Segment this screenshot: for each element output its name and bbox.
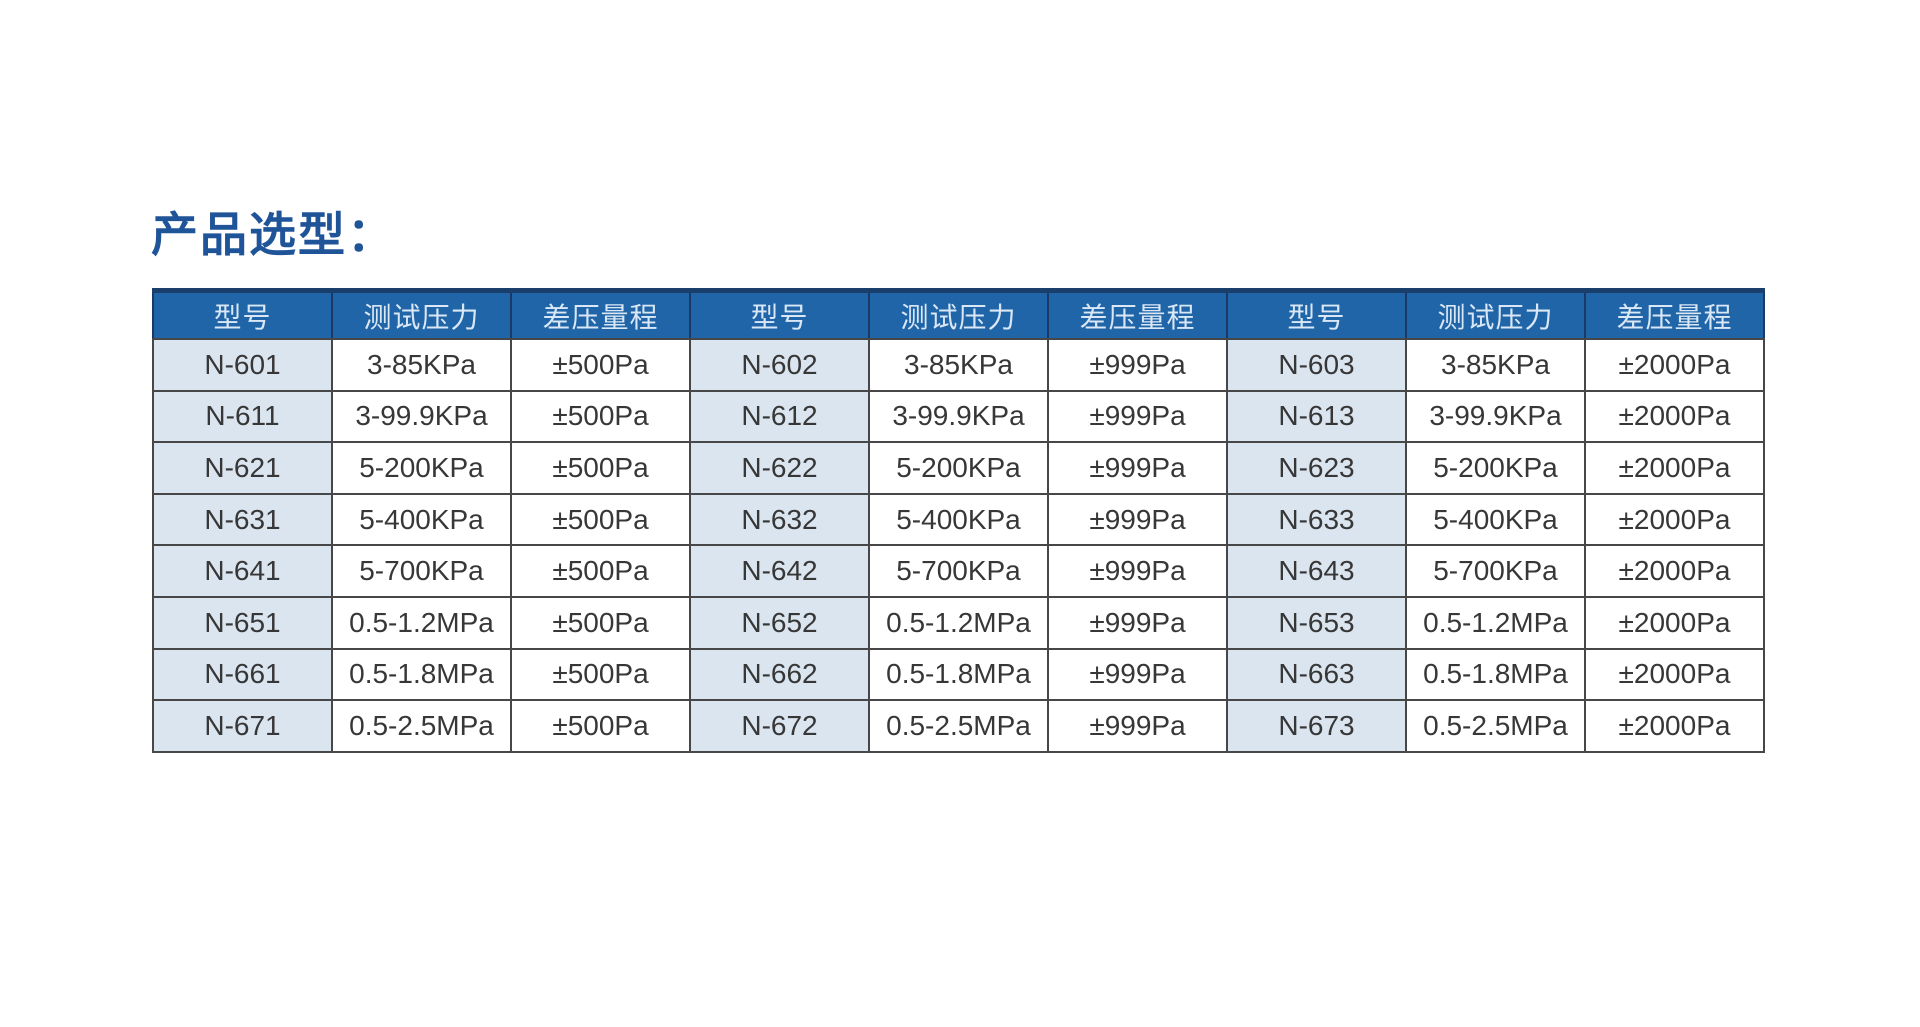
test-pressure-cell: 3-99.9KPa — [331, 389, 512, 444]
test-pressure-cell: 5-700KPa — [331, 544, 512, 598]
product-selection-table: 型号 测试压力 差压量程 型号 测试压力 差压量程 型号 测试压力 差压量程 N-601 3-85… — [152, 288, 1765, 753]
test-pressure-cell: 0.5-2.5MPa — [1405, 699, 1586, 753]
test-pressure-cell: 0.5-1.8MPa — [1405, 647, 1586, 702]
model-cell: N-673 — [1226, 699, 1407, 753]
table-body: N-601 3-85KPa ±500Pa N-602 3-85KPa ±999Pa N-60… — [152, 338, 1765, 753]
model-cell: N-642 — [689, 544, 870, 598]
model-cell: N-611 — [152, 389, 333, 444]
test-pressure-cell: 3-99.9KPa — [868, 389, 1049, 444]
model-cell: N-612 — [689, 389, 870, 444]
table-row: N-611 3-99.9KPa ±500Pa N-612 3-99.9KPa ±999Pa… — [152, 389, 1765, 444]
diff-pressure-range-cell: ±500Pa — [510, 595, 691, 650]
diff-pressure-range-cell: ±500Pa — [510, 647, 691, 702]
diff-pressure-range-cell: ±999Pa — [1047, 647, 1228, 702]
model-cell: N-622 — [689, 441, 870, 495]
diff-pressure-range-cell: ±2000Pa — [1584, 544, 1765, 598]
model-cell: N-601 — [152, 338, 333, 392]
diff-pressure-range-cell: ±2000Pa — [1584, 699, 1765, 753]
model-cell: N-632 — [689, 492, 870, 547]
table-row: N-601 3-85KPa ±500Pa N-602 3-85KPa ±999Pa N-60… — [152, 338, 1765, 392]
table-header: 型号 测试压力 差压量程 型号 测试压力 差压量程 型号 测试压力 差压量程 — [152, 288, 1765, 340]
test-pressure-cell: 0.5-2.5MPa — [868, 699, 1049, 753]
test-pressure-cell: 5-400KPa — [1405, 492, 1586, 547]
test-pressure-cell: 3-85KPa — [1405, 338, 1586, 392]
diff-pressure-range-cell: ±500Pa — [510, 441, 691, 495]
column-header-diff-pressure-range: 差压量程 — [1047, 288, 1228, 340]
test-pressure-cell: 3-85KPa — [331, 338, 512, 392]
column-header-diff-pressure-range: 差压量程 — [1584, 288, 1765, 340]
model-cell: N-643 — [1226, 544, 1407, 598]
diff-pressure-range-cell: ±500Pa — [510, 389, 691, 444]
model-cell: N-621 — [152, 441, 333, 495]
header-row: 型号 测试压力 差压量程 型号 测试压力 差压量程 型号 测试压力 差压量程 — [152, 288, 1765, 340]
column-header-test-pressure: 测试压力 — [1405, 288, 1586, 340]
test-pressure-cell: 0.5-1.8MPa — [868, 647, 1049, 702]
model-cell: N-651 — [152, 595, 333, 650]
test-pressure-cell: 5-400KPa — [331, 492, 512, 547]
model-cell: N-672 — [689, 699, 870, 753]
table-row: N-641 5-700KPa ±500Pa N-642 5-700KPa ±999Pa N-… — [152, 544, 1765, 598]
diff-pressure-range-cell: ±2000Pa — [1584, 338, 1765, 392]
model-cell: N-662 — [689, 647, 870, 702]
diff-pressure-range-cell: ±999Pa — [1047, 492, 1228, 547]
diff-pressure-range-cell: ±999Pa — [1047, 441, 1228, 495]
test-pressure-cell: 5-200KPa — [331, 441, 512, 495]
diff-pressure-range-cell: ±2000Pa — [1584, 441, 1765, 495]
test-pressure-cell: 0.5-1.2MPa — [1405, 595, 1586, 650]
test-pressure-cell: 0.5-1.8MPa — [331, 647, 512, 702]
column-header-model: 型号 — [1226, 288, 1407, 340]
diff-pressure-range-cell: ±999Pa — [1047, 699, 1228, 753]
model-cell: N-652 — [689, 595, 870, 650]
column-header-model: 型号 — [152, 288, 333, 340]
model-cell: N-603 — [1226, 338, 1407, 392]
diff-pressure-range-cell: ±500Pa — [510, 699, 691, 753]
test-pressure-cell: 5-700KPa — [1405, 544, 1586, 598]
table-row: N-661 0.5-1.8MPa ±500Pa N-662 0.5-1.8MPa ±999… — [152, 647, 1765, 702]
diff-pressure-range-cell: ±500Pa — [510, 544, 691, 598]
diff-pressure-range-cell: ±2000Pa — [1584, 647, 1765, 702]
test-pressure-cell: 3-99.9KPa — [1405, 389, 1586, 444]
model-cell: N-633 — [1226, 492, 1407, 547]
diff-pressure-range-cell: ±500Pa — [510, 492, 691, 547]
test-pressure-cell: 5-200KPa — [868, 441, 1049, 495]
diff-pressure-range-cell: ±2000Pa — [1584, 492, 1765, 547]
model-cell: N-641 — [152, 544, 333, 598]
diff-pressure-range-cell: ±999Pa — [1047, 595, 1228, 650]
diff-pressure-range-cell: ±999Pa — [1047, 338, 1228, 392]
diff-pressure-range-cell: ±500Pa — [510, 338, 691, 392]
test-pressure-cell: 5-700KPa — [868, 544, 1049, 598]
model-cell: N-661 — [152, 647, 333, 702]
test-pressure-cell: 3-85KPa — [868, 338, 1049, 392]
table-row: N-651 0.5-1.2MPa ±500Pa N-652 0.5-1.2MPa ±999… — [152, 595, 1765, 650]
test-pressure-cell: 5-200KPa — [1405, 441, 1586, 495]
model-cell: N-663 — [1226, 647, 1407, 702]
column-header-model: 型号 — [689, 288, 870, 340]
test-pressure-cell: 5-400KPa — [868, 492, 1049, 547]
table-row: N-671 0.5-2.5MPa ±500Pa N-672 0.5-2.5MPa ±999… — [152, 699, 1765, 753]
diff-pressure-range-cell: ±2000Pa — [1584, 595, 1765, 650]
table-row: N-621 5-200KPa ±500Pa N-622 5-200KPa ±999Pa N-… — [152, 441, 1765, 495]
column-header-diff-pressure-range: 差压量程 — [510, 288, 691, 340]
diff-pressure-range-cell: ±2000Pa — [1584, 389, 1765, 444]
model-cell: N-631 — [152, 492, 333, 547]
model-cell: N-653 — [1226, 595, 1407, 650]
page-title: 产品选型： — [151, 208, 396, 261]
column-header-test-pressure: 测试压力 — [331, 288, 512, 340]
diff-pressure-range-cell: ±999Pa — [1047, 544, 1228, 598]
model-cell: N-602 — [689, 338, 870, 392]
test-pressure-cell: 0.5-1.2MPa — [331, 595, 512, 650]
model-cell: N-613 — [1226, 389, 1407, 444]
model-cell: N-623 — [1226, 441, 1407, 495]
test-pressure-cell: 0.5-1.2MPa — [868, 595, 1049, 650]
model-cell: N-671 — [152, 699, 333, 753]
table-row: N-631 5-400KPa ±500Pa N-632 5-400KPa ±999Pa N-… — [152, 492, 1765, 547]
column-header-test-pressure: 测试压力 — [868, 288, 1049, 340]
test-pressure-cell: 0.5-2.5MPa — [331, 699, 512, 753]
diff-pressure-range-cell: ±999Pa — [1047, 389, 1228, 444]
